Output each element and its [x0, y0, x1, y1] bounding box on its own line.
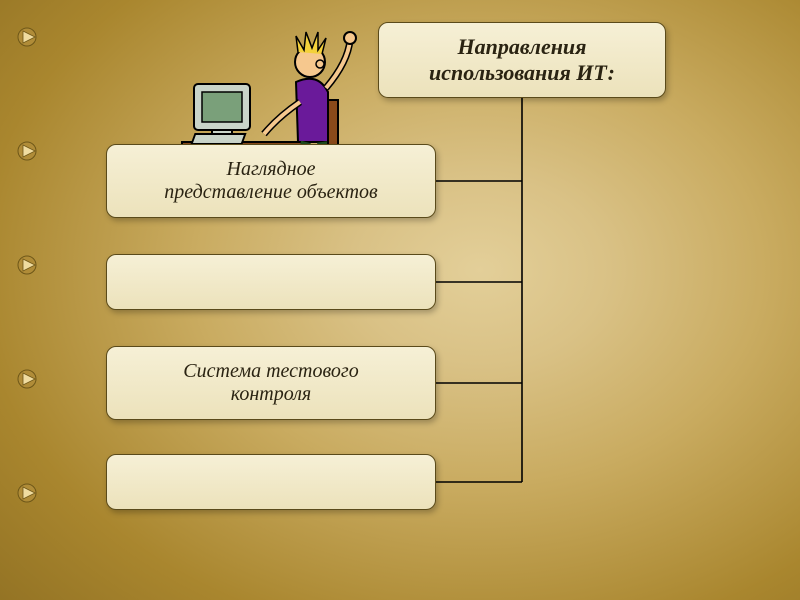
slide: Направления использования ИТ: Наглядное … — [0, 0, 800, 600]
title-line1: Направления — [429, 34, 615, 60]
bullet-strip — [14, 24, 40, 506]
item-line1: Система тестового — [183, 360, 358, 383]
item-line2: представление объектов — [164, 181, 377, 204]
item-line2: контроля — [183, 383, 358, 406]
item-line1: Наглядное — [164, 158, 377, 181]
title-box: Направления использования ИТ: — [378, 22, 666, 98]
bullet-icon — [14, 252, 40, 278]
bullet-icon — [14, 24, 40, 50]
bullet-icon — [14, 480, 40, 506]
bullet-icon — [14, 366, 40, 392]
item-box: Система тестового контроля — [106, 346, 436, 420]
item-box: Наглядное представление объектов — [106, 144, 436, 218]
bullet-icon — [14, 138, 40, 164]
item-box: Подготовка к ЕГЭ — [106, 454, 436, 510]
title-line2: использования ИТ: — [429, 60, 615, 86]
item-box: Моделирование процессов — [106, 254, 436, 310]
